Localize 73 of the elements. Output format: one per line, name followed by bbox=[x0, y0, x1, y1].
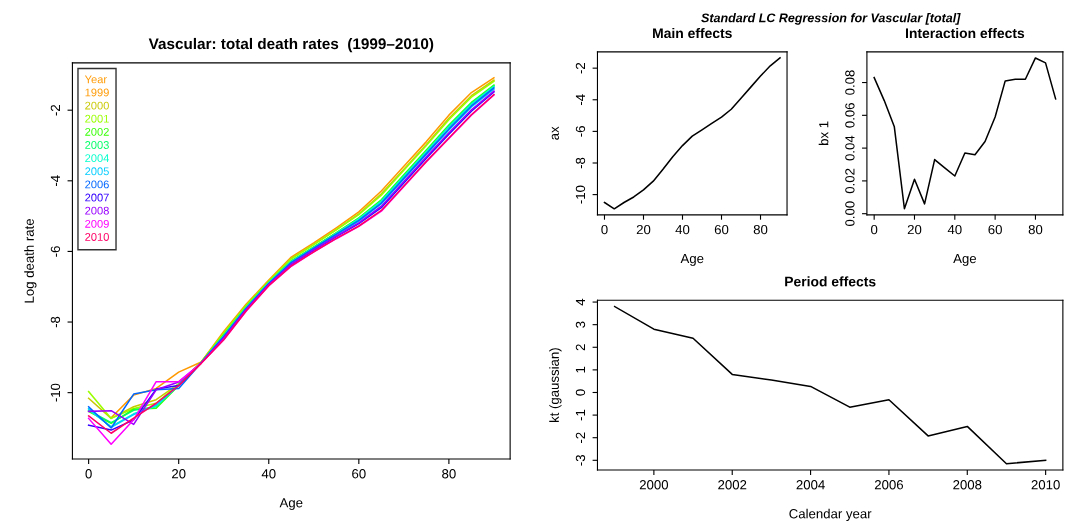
x-tick-label: 60 bbox=[988, 224, 1002, 235]
x-tick-label: 80 bbox=[442, 469, 456, 479]
y-tick-label: -6 bbox=[50, 246, 61, 257]
x-tick-label: 80 bbox=[1028, 224, 1043, 235]
y-tick-label: 0.02 bbox=[845, 168, 855, 194]
y-axis-title: bx 1 bbox=[818, 121, 829, 145]
x-tick-label: 2010 bbox=[1031, 480, 1060, 490]
text: 2010 bbox=[85, 233, 109, 241]
text: 2001 bbox=[85, 114, 109, 123]
x-tick-label: 2002 bbox=[718, 480, 747, 490]
text: Standard LC Regression for Vascular [total] bbox=[701, 13, 961, 25]
x-tick-label: 80 bbox=[753, 224, 768, 235]
y-tick-label: -2 bbox=[575, 432, 585, 443]
y-tick-label: -2 bbox=[575, 62, 585, 74]
y-tick-label: -3 bbox=[575, 455, 586, 466]
y-tick-label: -8 bbox=[50, 316, 61, 328]
text: 1999 bbox=[85, 88, 109, 97]
text: 2000 bbox=[85, 101, 109, 110]
x-tick-label: 2004 bbox=[796, 480, 825, 490]
x-axis-title: Calendar year bbox=[789, 508, 872, 522]
chart-title: Vascular: total death rates (1999–2010) bbox=[148, 37, 434, 53]
y-tick-label: 2 bbox=[575, 344, 585, 351]
text: 2008 bbox=[85, 206, 109, 215]
y-tick-label: -1 bbox=[575, 409, 585, 421]
text: 2007 bbox=[85, 193, 109, 202]
y-tick-label: 0.08 bbox=[845, 70, 855, 95]
y-tick-label: -4 bbox=[575, 94, 585, 106]
x-tick-label: 0 bbox=[85, 469, 92, 479]
x-tick-label: 60 bbox=[352, 469, 366, 479]
x-tick-label: 60 bbox=[714, 224, 729, 235]
chart-title: Main effects bbox=[653, 27, 732, 39]
text: 2009 bbox=[85, 219, 109, 228]
line-series bbox=[873, 57, 1057, 210]
y-tick-label: -8 bbox=[575, 157, 586, 169]
y-axis-title: kt (gaussian) bbox=[549, 348, 562, 423]
x-tick-label: 20 bbox=[907, 224, 922, 235]
legend-title: Year bbox=[84, 75, 107, 84]
y-tick-label: 0 bbox=[575, 389, 586, 396]
y-tick-label: 0.04 bbox=[845, 135, 855, 161]
y-tick-label: 0.06 bbox=[845, 103, 855, 128]
y-tick-label: 3 bbox=[575, 321, 586, 328]
x-axis-title: Age bbox=[953, 254, 977, 266]
x-tick-label: 2006 bbox=[874, 480, 904, 490]
y-tick-label: -4 bbox=[50, 175, 60, 187]
y-axis-title: Log death rate bbox=[24, 218, 37, 303]
text: 2002 bbox=[85, 127, 109, 136]
y-tick-label: -10 bbox=[575, 185, 586, 204]
x-tick-label: 0 bbox=[601, 224, 608, 235]
line-series bbox=[613, 305, 1047, 465]
y-tick-label: -10 bbox=[50, 383, 61, 402]
x-tick-label: 40 bbox=[261, 469, 276, 479]
y-tick-label: 4 bbox=[575, 298, 585, 306]
text: 2003 bbox=[85, 141, 109, 149]
x-tick-label: 20 bbox=[172, 469, 186, 479]
x-tick-label: 40 bbox=[947, 224, 962, 235]
text: 2006 bbox=[85, 180, 109, 189]
text: 2005 bbox=[85, 167, 109, 176]
chart-title: Period effects bbox=[785, 276, 876, 287]
x-axis-title: Age bbox=[279, 498, 303, 511]
x-tick-label: 2008 bbox=[953, 480, 982, 490]
y-tick-label: -2 bbox=[50, 104, 60, 116]
y-axis-title: ax bbox=[551, 126, 559, 140]
x-axis-title: Age bbox=[680, 254, 704, 266]
x-tick-label: 2000 bbox=[639, 480, 669, 490]
y-tick-label: -6 bbox=[575, 126, 586, 137]
line-series bbox=[603, 57, 781, 210]
y-tick-label: 1 bbox=[575, 366, 585, 373]
x-tick-label: 40 bbox=[675, 224, 690, 235]
text: 2004 bbox=[85, 154, 110, 163]
x-tick-label: 20 bbox=[636, 224, 651, 235]
y-tick-label: 0.00 bbox=[845, 201, 855, 227]
chart-title: Interaction effects bbox=[906, 27, 1025, 39]
x-tick-label: 0 bbox=[871, 224, 878, 235]
